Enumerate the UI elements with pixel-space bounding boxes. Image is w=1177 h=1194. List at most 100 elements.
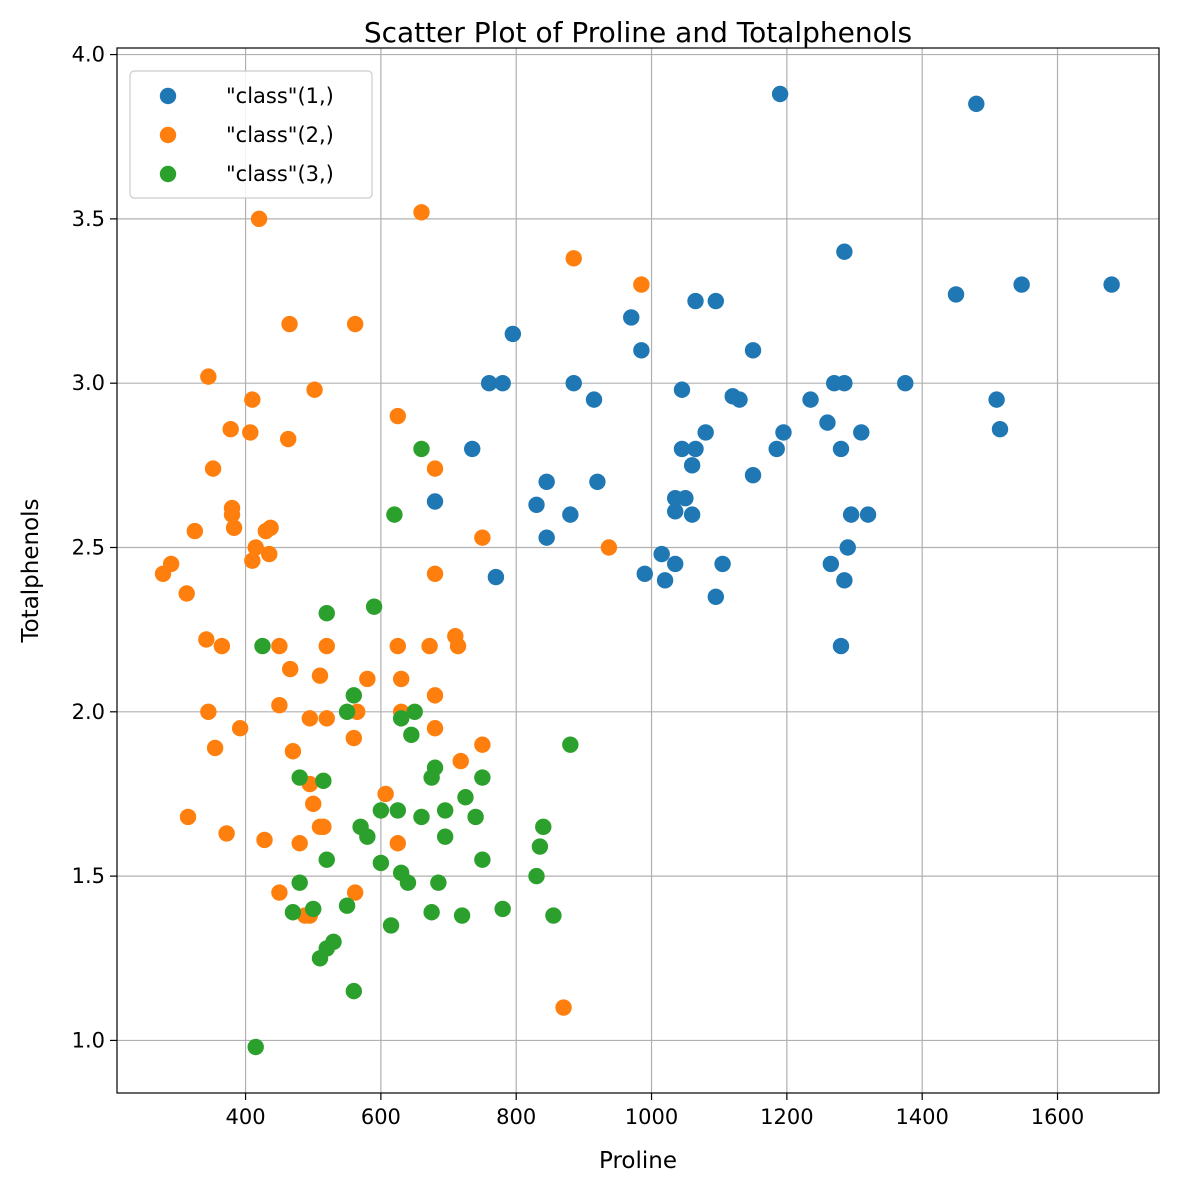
x-axis-ticks: 400 600 800 1000 1200 1400 1600 <box>226 1093 1084 1129</box>
data-point <box>315 772 332 790</box>
data-point <box>531 838 549 855</box>
data-point <box>282 660 299 678</box>
legend: "class"(1,) "class"(2,) "class"(3,) <box>129 70 373 199</box>
y-tick-label: 3.0 <box>72 371 105 395</box>
data-point <box>474 529 491 546</box>
data-point <box>311 667 329 684</box>
data-point <box>318 605 335 622</box>
data-point <box>242 424 259 441</box>
data-point <box>178 585 195 602</box>
series-3 <box>247 440 579 1056</box>
data-point <box>565 250 582 267</box>
data-point <box>426 460 444 477</box>
data-point <box>406 703 423 721</box>
data-point <box>600 539 618 556</box>
data-point <box>291 769 308 786</box>
data-point <box>589 473 606 490</box>
data-point <box>538 473 555 490</box>
data-point <box>262 519 279 536</box>
x-tick-label: 1600 <box>1031 1105 1084 1129</box>
data-point <box>389 835 406 852</box>
data-point <box>687 440 704 458</box>
data-point <box>244 391 261 408</box>
data-point <box>474 769 491 786</box>
data-point <box>474 851 491 868</box>
data-point <box>306 381 323 398</box>
data-point <box>389 407 406 425</box>
y-tick-label: 2.5 <box>72 535 105 559</box>
data-point <box>271 697 288 714</box>
data-point <box>271 884 288 901</box>
data-point <box>377 785 394 803</box>
data-point <box>480 374 498 392</box>
x-tick-label: 800 <box>496 1105 536 1129</box>
data-point <box>305 900 322 918</box>
data-point <box>633 276 650 293</box>
data-point <box>504 325 522 343</box>
data-point <box>421 637 438 655</box>
data-point <box>707 292 725 310</box>
data-point <box>218 825 235 842</box>
data-point <box>392 670 410 688</box>
y-tick-label: 2.0 <box>72 700 105 724</box>
data-point <box>250 210 268 228</box>
data-point <box>413 204 430 221</box>
data-point <box>947 286 965 303</box>
series-2 <box>154 204 650 1016</box>
legend-label: "class"(3,) <box>226 162 334 186</box>
x-tick-label: 1200 <box>760 1105 813 1129</box>
data-point <box>372 802 390 819</box>
data-point <box>836 572 853 589</box>
data-point <box>186 522 204 540</box>
data-point <box>673 381 691 398</box>
data-point <box>775 424 792 441</box>
data-point <box>345 982 363 1000</box>
data-point <box>897 374 914 392</box>
data-point <box>562 506 579 523</box>
data-point <box>338 703 356 721</box>
data-point <box>988 391 1005 408</box>
data-point <box>426 720 444 737</box>
grid-lines <box>117 48 1159 1093</box>
data-point <box>839 539 856 556</box>
y-tick-label: 1.0 <box>72 1028 105 1052</box>
data-point <box>859 506 877 523</box>
data-point <box>464 440 481 458</box>
data-point <box>656 572 674 589</box>
data-point <box>389 802 406 819</box>
data-point <box>494 374 511 392</box>
data-point <box>423 769 440 786</box>
legend-frame <box>129 70 373 199</box>
data-point <box>315 818 332 836</box>
plot-frame <box>116 47 1160 1094</box>
data-point <box>1103 276 1120 293</box>
data-points <box>154 85 1120 1056</box>
data-point <box>623 309 640 326</box>
data-point <box>256 831 273 849</box>
x-tick-label: 1400 <box>895 1105 948 1129</box>
data-point <box>154 565 172 582</box>
data-point <box>430 874 447 891</box>
legend-label: "class"(2,) <box>226 123 334 147</box>
data-point <box>301 710 319 727</box>
data-point <box>832 440 850 458</box>
data-point <box>707 588 725 605</box>
x-axis-label: Proline <box>599 1148 677 1174</box>
data-point <box>338 897 356 914</box>
data-point <box>436 828 454 845</box>
data-point <box>261 545 278 563</box>
data-point <box>372 854 390 872</box>
legend-marker <box>159 126 177 144</box>
data-point <box>836 374 853 392</box>
data-point <box>206 739 224 757</box>
data-point <box>683 457 701 474</box>
data-point <box>487 568 505 586</box>
y-axis-label: Totalphenols <box>18 498 44 643</box>
data-point <box>200 368 217 385</box>
data-point <box>365 598 383 615</box>
data-point <box>244 552 261 569</box>
data-point <box>198 631 215 648</box>
data-point <box>673 440 691 458</box>
y-tick-label: 4.0 <box>72 43 105 67</box>
